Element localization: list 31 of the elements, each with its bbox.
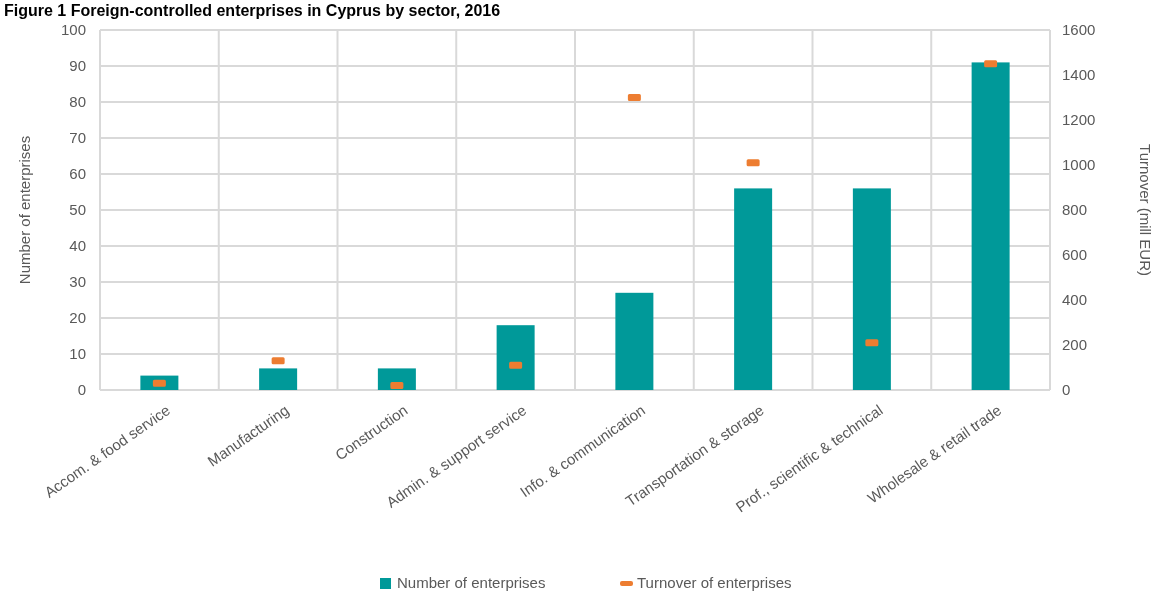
chart-title: Figure 1 Foreign-controlled enterprises in Cyprus by sector, 2016: [4, 2, 501, 19]
legend-label: Turnover of enterprises: [637, 574, 792, 591]
y-tick-label: 0: [77, 381, 86, 399]
bar: [615, 292, 654, 390]
y-tick-label: 70: [69, 129, 86, 147]
bar: [971, 62, 1010, 390]
bar: [259, 368, 298, 390]
y-axis-title: Number of enterprises: [16, 135, 33, 285]
y2-tick-label: 1600: [1062, 21, 1096, 39]
y2-tick-label: 400: [1062, 291, 1088, 309]
y2-axis-title: Turnover (mill EUR): [1137, 144, 1154, 276]
bar: [734, 188, 773, 390]
y2-tick-label: 600: [1062, 246, 1088, 264]
y-tick-label: 50: [69, 201, 86, 219]
bar: [496, 325, 535, 390]
y-tick-label: 60: [69, 165, 86, 183]
y2-tick-label: 1400: [1062, 66, 1096, 84]
y-tick-label: 40: [69, 237, 86, 255]
y2-tick-label: 1200: [1062, 111, 1096, 129]
bar: [852, 188, 891, 390]
y2-tick-label: 200: [1062, 336, 1088, 354]
y-tick-label: 10: [69, 345, 86, 363]
y-tick-label: 20: [69, 309, 86, 327]
y-tick-label: 30: [69, 273, 86, 291]
y2-tick-label: 1000: [1062, 156, 1096, 174]
legend-label: Number of enterprises: [397, 574, 546, 591]
y-tick-label: 90: [69, 57, 86, 75]
y-tick-label: 80: [69, 93, 86, 111]
y2-tick-label: 0: [1062, 381, 1071, 399]
y-tick-label: 100: [60, 21, 86, 39]
y2-tick-label: 800: [1062, 201, 1088, 219]
